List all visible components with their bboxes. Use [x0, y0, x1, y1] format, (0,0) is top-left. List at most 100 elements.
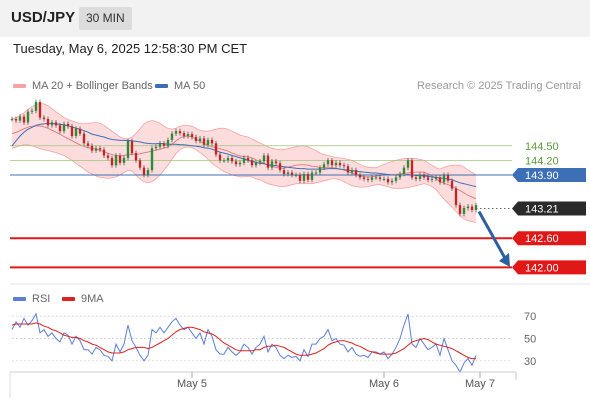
bollinger-upper-line: [11, 103, 477, 176]
candle-body: [194, 137, 198, 141]
rsi-swatch: [13, 297, 26, 301]
bollinger-lower-line: [11, 144, 477, 223]
candle-body: [434, 177, 438, 179]
candle-body: [30, 110, 34, 112]
candle-body: [394, 177, 398, 181]
candle-body: [462, 208, 466, 214]
candle-body: [322, 164, 326, 168]
candle-body: [422, 174, 426, 178]
candle-body: [406, 160, 410, 168]
candle-body: [50, 122, 54, 126]
rsi9ma-swatch: [62, 297, 75, 301]
candle-body: [266, 155, 270, 168]
candle-body: [222, 160, 226, 162]
candle-body: [74, 128, 78, 137]
forecast-arrow-shaft: [477, 210, 508, 261]
candle-body: [286, 172, 290, 174]
candle-body: [58, 125, 62, 132]
candle-body: [386, 178, 390, 183]
level-label-144.50: 144.50: [525, 141, 559, 153]
candle-body: [54, 122, 58, 126]
candle-body: [210, 139, 214, 144]
candle-body: [230, 157, 234, 162]
candle-body: [318, 167, 322, 173]
candle-body: [162, 143, 166, 146]
candle-body: [218, 154, 222, 161]
candle-body: [78, 128, 82, 134]
timeframe-badge[interactable]: 30 MIN: [79, 7, 132, 30]
candle-body: [86, 143, 90, 146]
candle-body: [134, 153, 138, 161]
candle-body: [426, 177, 430, 180]
level-label-142.00: 142.00: [525, 262, 559, 274]
candle-body: [150, 148, 154, 171]
rsi-legend-label: RSI: [32, 293, 51, 305]
candle-body: [190, 134, 194, 138]
candle-body: [410, 160, 414, 178]
header-bar: USD/JPY 30 MIN: [0, 0, 590, 37]
candle-body: [90, 145, 94, 151]
rsi-pane: 70 50 30: [11, 311, 536, 374]
candle-body: [306, 174, 310, 180]
candle-body: [442, 174, 446, 183]
candle-body: [330, 160, 334, 166]
candle-body: [214, 143, 218, 155]
time-tick-label-May 5: May 5: [177, 378, 207, 390]
level-label-143.21: 143.21: [525, 204, 559, 216]
candle-body: [262, 155, 266, 162]
candle-body: [382, 178, 386, 180]
candle-body: [298, 174, 302, 181]
candle-body: [70, 126, 74, 137]
candle-body: [234, 161, 238, 165]
level-label-142.60: 142.60: [525, 233, 559, 245]
rsi-9ma-line: [11, 322, 476, 360]
level-label-143.90: 143.90: [525, 170, 559, 182]
candle-body: [202, 138, 206, 145]
candle-body: [22, 116, 26, 123]
candle-body: [242, 157, 246, 163]
level-label-144.20: 144.20: [525, 155, 559, 167]
candle-body: [346, 166, 350, 173]
candle-body: [358, 174, 362, 178]
candle-body: [38, 102, 42, 118]
rsi-tick-label-30: 30: [524, 356, 536, 368]
candle-body: [82, 133, 86, 144]
candle-body: [270, 161, 274, 168]
candle-body: [98, 148, 102, 150]
candle-body: [138, 160, 142, 168]
candle-body: [290, 172, 294, 175]
candle-body: [278, 163, 282, 171]
candle-body: [62, 123, 66, 132]
forecast-arrow-head: [499, 252, 510, 267]
candle-body: [142, 167, 146, 175]
candle-body: [166, 139, 170, 146]
candle-body: [370, 177, 374, 180]
rsi-legend-9ma: 9MA: [62, 293, 104, 305]
candle-body: [430, 178, 434, 180]
level-tag-143.90: [512, 167, 586, 182]
candle-body: [110, 157, 114, 166]
candle-body: [350, 170, 354, 173]
level-tag-142.00: [512, 260, 586, 275]
candle-body: [374, 177, 378, 179]
candle-body: [342, 165, 346, 167]
candle-body: [466, 206, 470, 209]
ma50-legend-label: MA 50: [174, 80, 206, 92]
candle-body: [66, 123, 70, 127]
candle-body: [158, 143, 162, 147]
candle-body: [366, 178, 370, 180]
symbol-title: USD/JPY: [11, 9, 76, 26]
ma50-swatch: [155, 84, 168, 88]
candle-body: [438, 177, 442, 183]
time-tick-label-May 6: May 6: [369, 378, 399, 390]
research-credit: Research © 2025 Trading Central: [416, 80, 581, 92]
candle-body: [198, 138, 202, 141]
candle-body: [178, 131, 182, 134]
candle-body: [326, 160, 330, 165]
candle-body: [274, 161, 278, 164]
candle-body: [34, 102, 38, 111]
candle-body: [294, 174, 298, 176]
candle-body: [106, 155, 110, 158]
candle-body: [182, 133, 186, 137]
